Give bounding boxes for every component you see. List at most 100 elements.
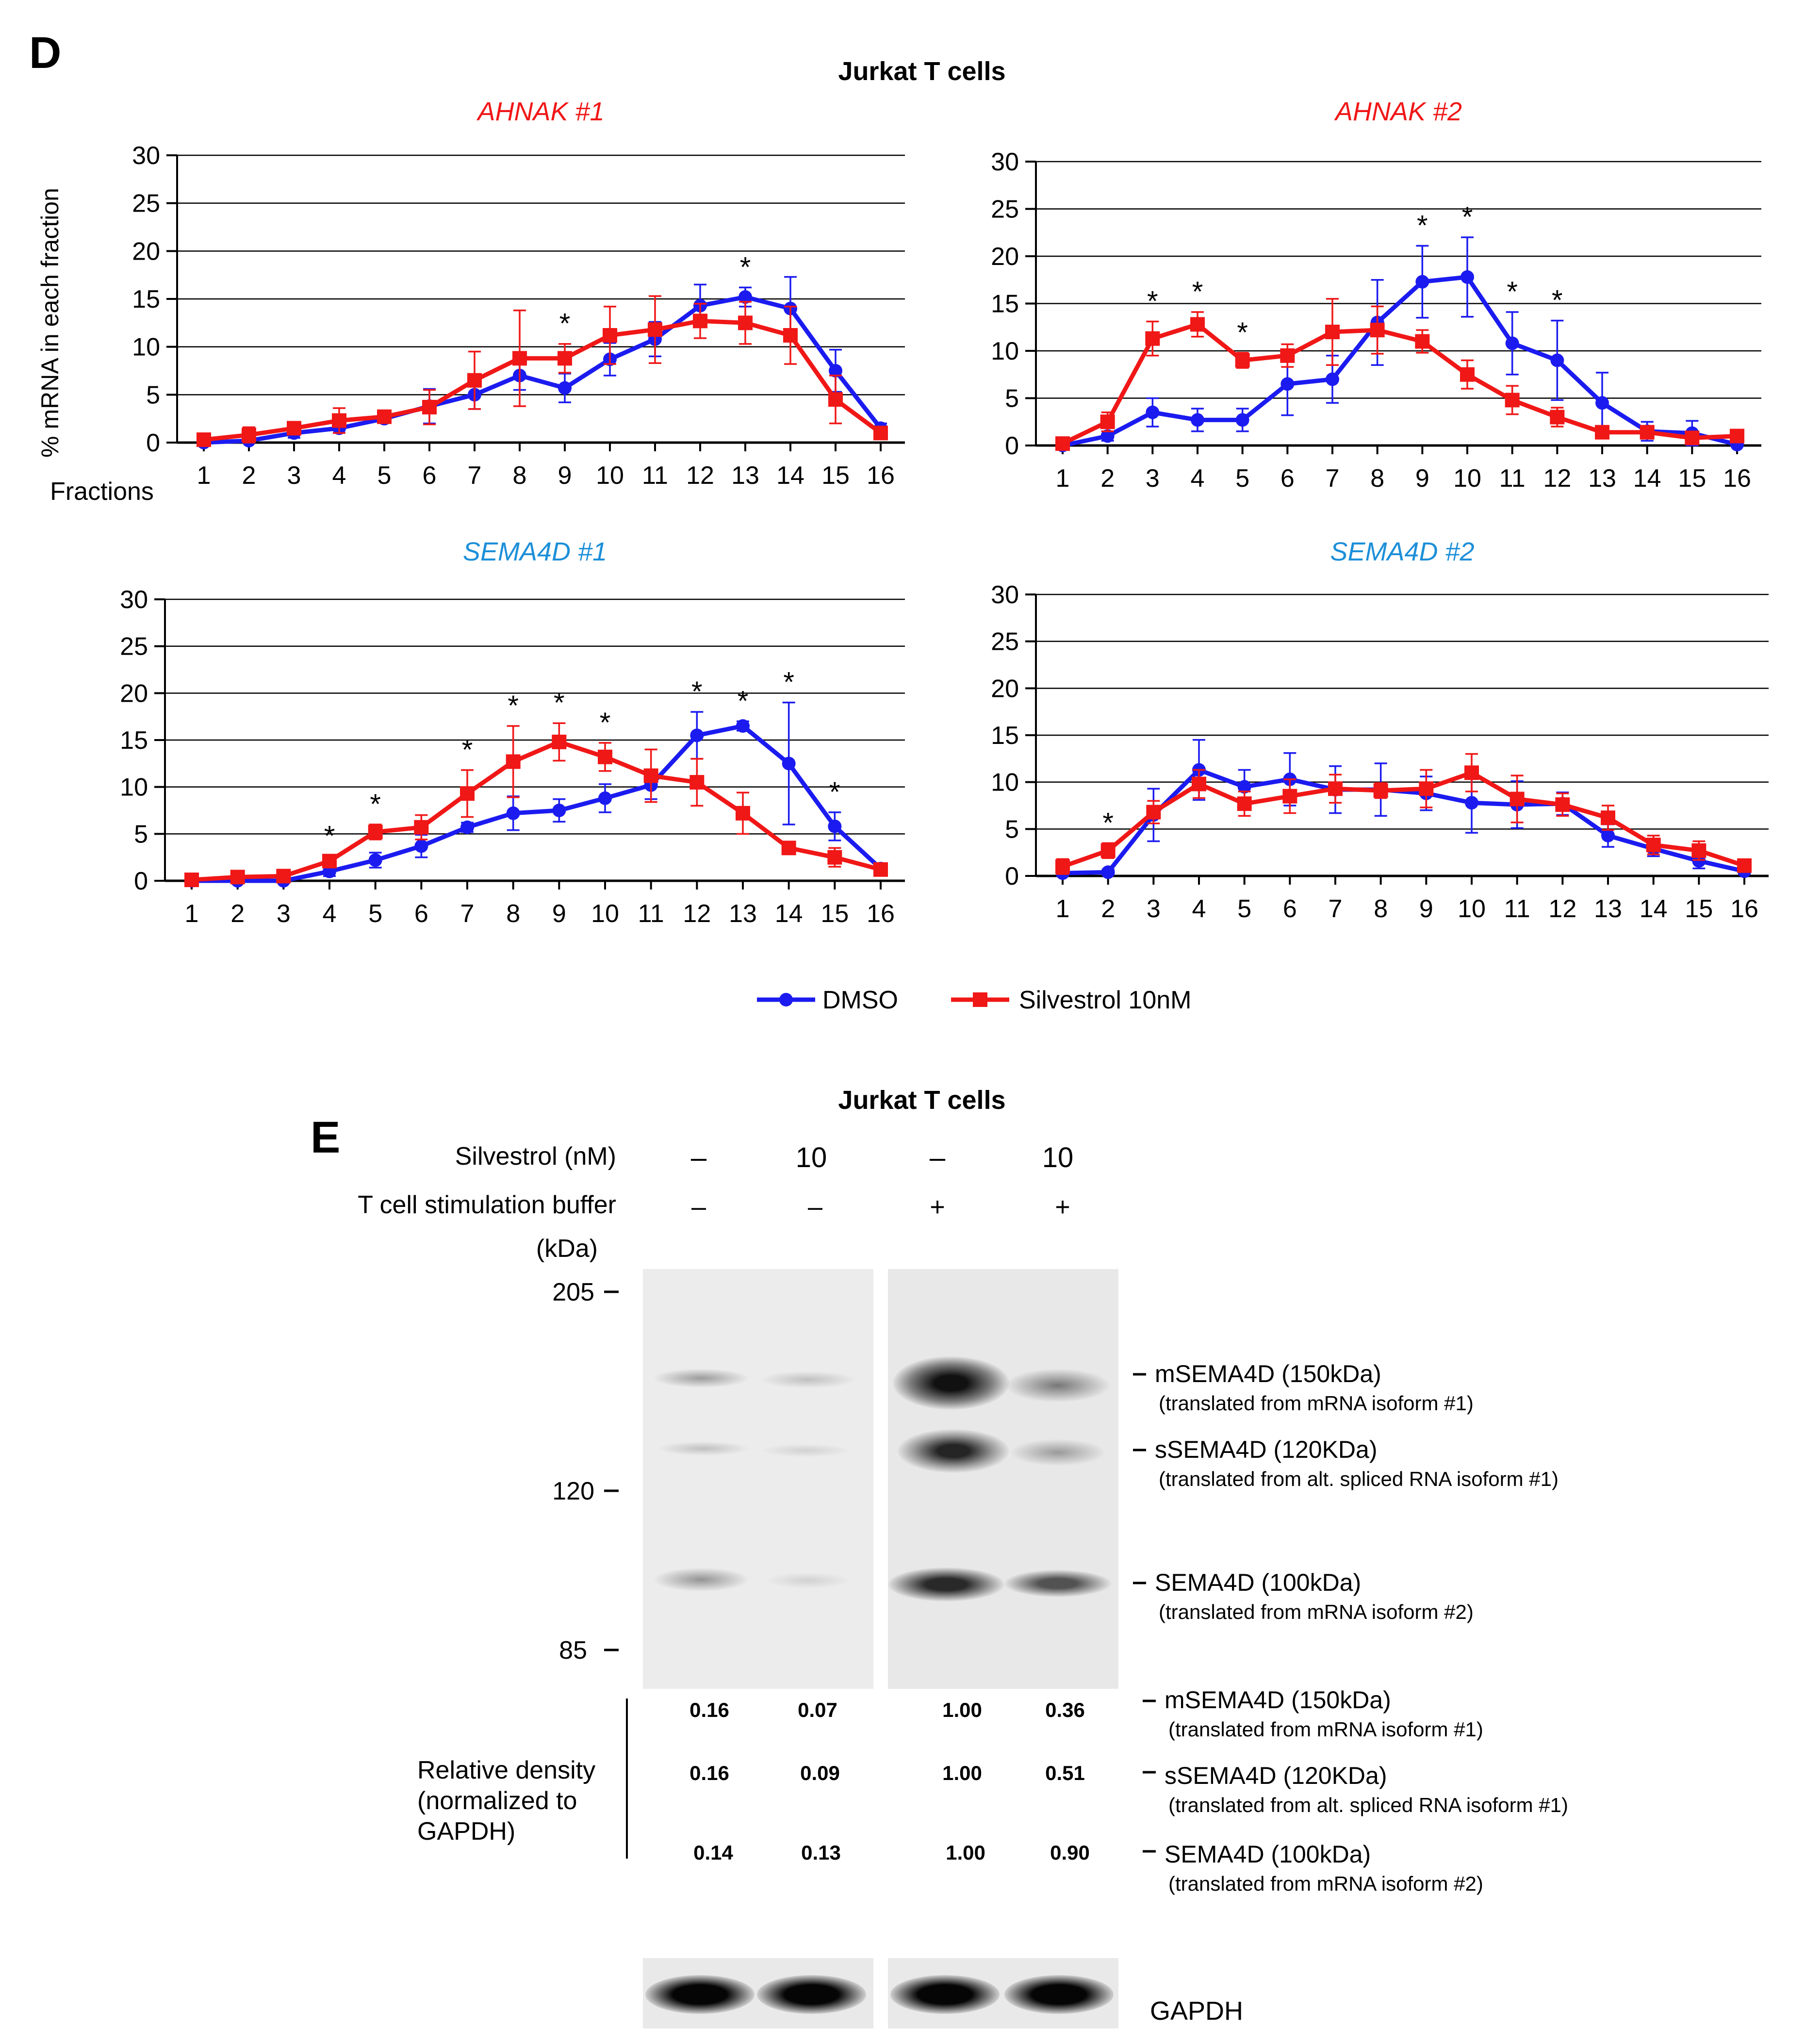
band-msema4d-lane1 — [653, 1368, 750, 1388]
significance-star-sema4d-1-8: * — [508, 690, 519, 722]
point-ahnak-1-silvestrol-12 — [693, 313, 707, 329]
point-sema4d-2-silvestrol-12 — [1555, 797, 1570, 812]
series-line-ahnak-2-silvestrol — [1062, 322, 1738, 446]
legend-silvestrol-label: Silvestrol 10nM — [1019, 986, 1191, 1014]
y-tick-label-ahnak-2-15: 15 — [991, 290, 1019, 318]
point-ahnak-1-silvestrol-9 — [558, 351, 572, 366]
significance-star-ahnak-1-9: * — [559, 308, 571, 340]
x-tick-label-sema4d-1-14: 14 — [775, 900, 803, 928]
y-tick-label-ahnak-2-10: 10 — [991, 337, 1019, 365]
point-ahnak-1-silvestrol-7 — [467, 373, 482, 388]
point-ahnak-1-silvestrol-5 — [377, 409, 392, 424]
point-ahnak-2-silvestrol-5 — [1235, 353, 1250, 368]
x-tick-label-sema4d-1-16: 16 — [867, 900, 895, 928]
point-sema4d-1-silvestrol-11 — [643, 768, 658, 783]
point-sema4d-1-dmso-12 — [690, 728, 704, 742]
density-label-line1: Relative density — [417, 1756, 595, 1784]
point-sema4d-2-silvestrol-14 — [1646, 838, 1661, 853]
x-tick-label-ahnak-2-3: 3 — [1146, 464, 1160, 493]
x-tick-label-ahnak-1-13: 13 — [731, 462, 759, 490]
y-tick-label-ahnak-2-5: 5 — [1005, 385, 1019, 413]
point-ahnak-2-silvestrol-13 — [1595, 425, 1609, 440]
band-sub-ssema4d: (translated from alt. spliced RNA isofor… — [1159, 1467, 1559, 1490]
svg-text:1.00: 1.00 — [942, 1698, 982, 1721]
point-ahnak-2-dmso-7 — [1326, 372, 1339, 386]
x-tick-label-sema4d-1-4: 4 — [323, 900, 337, 928]
point-sema4d-2-dmso-2 — [1101, 865, 1115, 879]
legend: DMSO Silvestrol 10nM — [757, 986, 1191, 1014]
point-ahnak-2-silvestrol-14 — [1640, 425, 1655, 440]
svg-text:sSEMA4D (120KDa): sSEMA4D (120KDa) — [1165, 1762, 1387, 1789]
band-ssema4d-lane3 — [898, 1429, 1009, 1473]
x-tick-label-ahnak-2-15: 15 — [1678, 464, 1706, 493]
silvestrol-row-label: Silvestrol (nM) — [455, 1142, 616, 1170]
x-tick-label-ahnak-2-5: 5 — [1235, 464, 1249, 493]
x-tick-label-sema4d-1-7: 7 — [460, 900, 475, 928]
gapdh-label: GAPDH — [1150, 1996, 1243, 2026]
svg-text:1.00: 1.00 — [942, 1762, 982, 1784]
point-sema4d-2-silvestrol-13 — [1601, 810, 1615, 825]
x-tick-label-sema4d-2-9: 9 — [1419, 895, 1433, 923]
point-ahnak-1-silvestrol-3 — [287, 421, 301, 436]
marker-120: 120 — [552, 1477, 594, 1505]
point-ahnak-2-dmso-11 — [1505, 336, 1519, 350]
x-tick-label-ahnak-1-6: 6 — [423, 462, 437, 490]
point-ahnak-2-silvestrol-9 — [1415, 334, 1430, 349]
significance-star-ahnak-2-4: * — [1192, 276, 1203, 308]
band-sema4d-lane2 — [764, 1572, 852, 1589]
blot-right-panel — [888, 1269, 1118, 1689]
x-tick-label-sema4d-2-3: 3 — [1147, 895, 1161, 923]
x-tick-label-ahnak-1-4: 4 — [332, 462, 346, 490]
x-tick-label-sema4d-1-12: 12 — [683, 900, 711, 928]
chart-title-ahnak-2: AHNAK #2 — [1334, 97, 1462, 126]
svg-text:(translated from alt. spliced: (translated from alt. spliced RNA isofor… — [1168, 1794, 1568, 1816]
x-tick-label-sema4d-1-5: 5 — [368, 900, 382, 928]
point-sema4d-1-dmso-14 — [782, 757, 796, 771]
significance-star-ahnak-2-10: * — [1462, 201, 1473, 233]
point-ahnak-1-silvestrol-2 — [242, 428, 256, 443]
significance-star-ahnak-2-12: * — [1552, 285, 1563, 316]
x-tick-label-ahnak-1-2: 2 — [242, 462, 256, 490]
point-sema4d-1-silvestrol-8 — [506, 754, 521, 769]
x-tick-label-ahnak-2-8: 8 — [1370, 464, 1384, 493]
band-label-sema4d: SEMA4D (100kDa) — [1155, 1569, 1361, 1596]
svg-text:0.16: 0.16 — [689, 1762, 729, 1784]
significance-star-sema4d-1-5: * — [370, 789, 381, 820]
point-ahnak-1-silvestrol-16 — [873, 426, 888, 441]
point-ahnak-1-silvestrol-8 — [512, 351, 527, 366]
point-sema4d-2-silvestrol-9 — [1419, 781, 1434, 796]
svg-text:SEMA4D (100kDa): SEMA4D (100kDa) — [1165, 1841, 1371, 1868]
band-msema4d-lane2 — [759, 1371, 856, 1388]
y-tick-label-ahnak-2-30: 30 — [991, 148, 1019, 176]
x-tick-label-sema4d-2-11: 11 — [1504, 895, 1530, 923]
x-tick-label-sema4d-1-15: 15 — [820, 900, 849, 928]
silvestrol-lane-2: 10 — [796, 1142, 827, 1173]
density-label-line2: (normalized to — [417, 1787, 577, 1815]
density-row-2: 0.16 0.09 1.00 0.51 sSEMA4D (120KDa) (tr… — [689, 1762, 1568, 1816]
point-sema4d-1-silvestrol-6 — [414, 820, 429, 835]
y-tick-label-sema4d-2-5: 5 — [1005, 815, 1019, 843]
point-sema4d-1-silvestrol-7 — [460, 786, 475, 801]
kda-label: (kDa) — [536, 1235, 598, 1263]
gapdh-band-lane2 — [757, 1975, 866, 2014]
y-tick-label-sema4d-1-10: 10 — [120, 774, 148, 802]
x-tick-label-ahnak-1-3: 3 — [287, 462, 301, 490]
x-tick-label-ahnak-2-2: 2 — [1100, 464, 1115, 493]
point-ahnak-1-silvestrol-15 — [828, 392, 843, 407]
x-tick-label-sema4d-2-2: 2 — [1101, 895, 1115, 923]
x-tick-label-sema4d-1-8: 8 — [506, 900, 520, 928]
svg-text:1.00: 1.00 — [946, 1841, 985, 1864]
svg-text:0.16: 0.16 — [689, 1698, 729, 1721]
significance-star-sema4d-2-2: * — [1102, 807, 1114, 839]
svg-text:0.90: 0.90 — [1050, 1841, 1090, 1864]
band-label-ssema4d: sSEMA4D (120KDa) — [1155, 1436, 1378, 1463]
point-ahnak-1-silvestrol-1 — [197, 432, 211, 447]
x-axis-label: Fractions — [50, 478, 154, 506]
svg-text:0.13: 0.13 — [801, 1841, 841, 1864]
series-line-sema4d-1-silvestrol — [191, 740, 882, 882]
y-tick-label-ahnak-1-0: 0 — [146, 429, 160, 457]
band-msema4d-lane4 — [1004, 1368, 1111, 1402]
